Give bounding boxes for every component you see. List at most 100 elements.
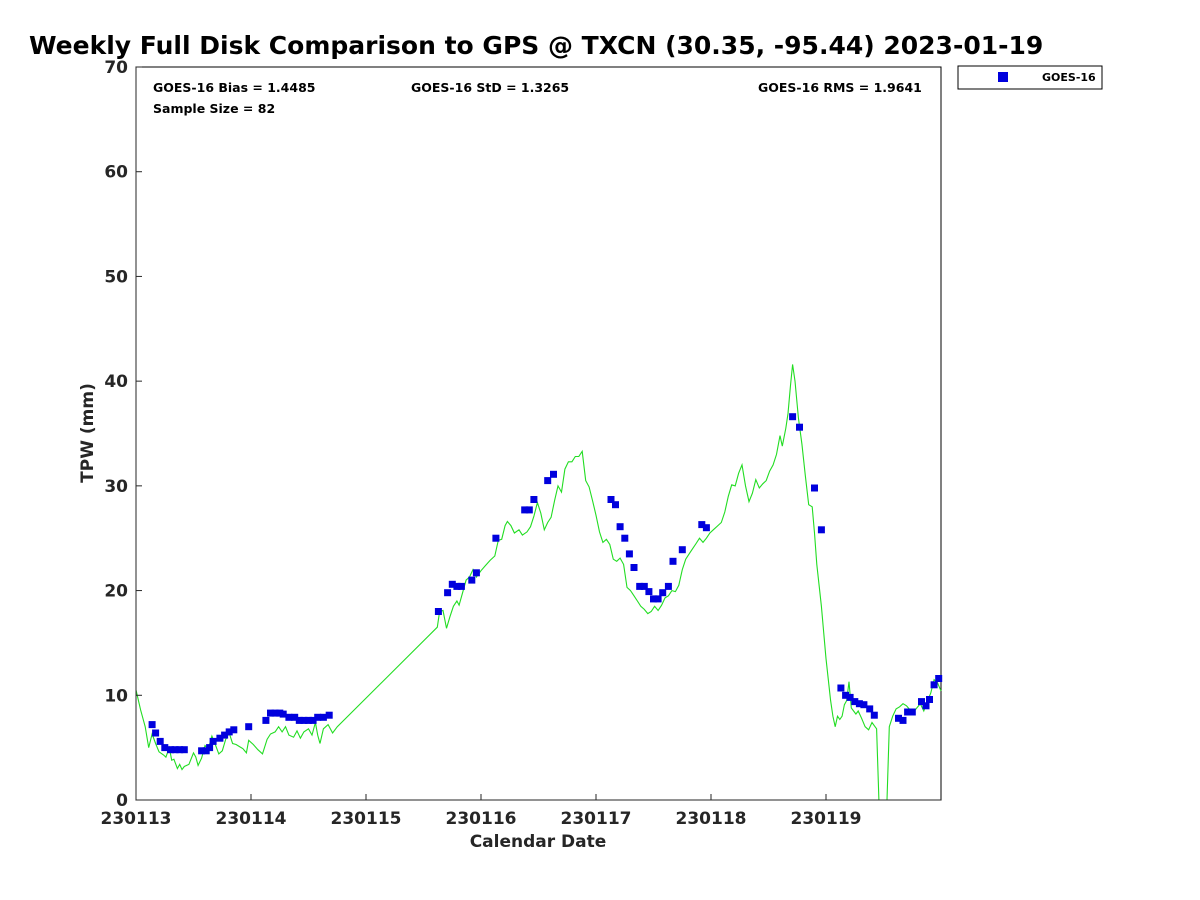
goes-16-point <box>221 731 229 739</box>
legend-box <box>957 65 1103 90</box>
goes-16-point <box>870 711 878 719</box>
goes-16-point <box>176 746 184 754</box>
goes-16-point <box>262 716 270 724</box>
goes-16-point <box>171 746 179 754</box>
goes-16-point <box>444 589 452 597</box>
goes-16-point <box>279 710 287 718</box>
y-axis-label: TPW (mm) <box>78 383 98 483</box>
goes-16-point <box>645 588 653 596</box>
goes-16-point <box>918 698 925 706</box>
x-tick-label: 230113 <box>101 809 172 829</box>
y-tick-label: 20 <box>104 582 128 602</box>
goes-16-point <box>457 582 465 590</box>
goes-16-point <box>837 684 845 692</box>
gps-series <box>135 364 942 801</box>
goes-16-series <box>148 413 943 755</box>
rms-stat: GOES-16 RMS = 1.9641 <box>758 80 922 95</box>
goes-16-point <box>842 691 850 699</box>
goes-16-point <box>152 729 160 737</box>
goes-16-point <box>817 526 825 534</box>
goes-16-point <box>309 716 317 724</box>
goes-16-point <box>492 534 500 542</box>
goes-16-point <box>544 477 552 485</box>
goes-16-point <box>895 714 902 722</box>
goes-16-point <box>230 726 238 734</box>
goes-16-point <box>607 496 615 503</box>
goes-16-point <box>521 506 529 514</box>
goes-16-point <box>550 470 557 478</box>
goes-16-point <box>904 708 912 716</box>
goes-16-point <box>314 713 322 721</box>
goes-16-point <box>654 595 662 603</box>
y-tick-label: 0 <box>116 791 128 811</box>
goes-16-point <box>225 728 233 736</box>
goes-16-point <box>866 705 874 713</box>
goes-16-point <box>846 693 854 701</box>
goes-16-point <box>209 737 217 745</box>
goes-16-point <box>291 713 299 721</box>
goes-16-point <box>180 746 188 754</box>
goes-16-point <box>148 721 156 729</box>
goes-16-point <box>300 716 308 724</box>
goes-16-point <box>325 711 333 719</box>
gps-line <box>135 364 942 801</box>
x-tick-label: 230115 <box>331 809 402 829</box>
goes-16-point <box>156 737 164 745</box>
goes-16-point <box>650 595 657 603</box>
goes-16-point <box>669 557 677 565</box>
goes-16-point <box>448 580 456 588</box>
goes-16-point <box>789 413 797 421</box>
y-tick-label: 10 <box>104 686 128 706</box>
goes-16-point <box>855 700 863 708</box>
goes-16-point <box>167 746 174 754</box>
goes-16-point <box>922 702 930 710</box>
goes-16-point <box>659 589 667 597</box>
goes-16-point <box>271 709 279 717</box>
goes-16-point <box>453 582 461 590</box>
x-tick-label: 230119 <box>791 809 862 829</box>
goes-16-point <box>530 496 538 503</box>
y-tick-label: 50 <box>104 267 128 287</box>
goes-16-point <box>702 524 710 532</box>
y-axis: 0 10 20 30 40 50 60 70 <box>104 58 142 811</box>
std-stat: GOES-16 StD = 1.3265 <box>411 80 569 95</box>
goes-16-point <box>860 701 868 709</box>
y-tick-label: 60 <box>104 163 128 183</box>
goes-16-point <box>625 550 633 558</box>
x-tick-label: 230116 <box>446 809 517 829</box>
goes-16-point <box>319 713 327 721</box>
goes-16-point <box>930 681 938 689</box>
goes-16-point <box>198 747 206 755</box>
x-axis: 230113 230114 230115 230116 230117 230118 2301… <box>101 794 941 829</box>
y-tick-label: 30 <box>104 477 128 497</box>
goes-16-point <box>472 569 480 577</box>
plot-area <box>135 66 943 801</box>
goes-16-point <box>285 713 293 721</box>
legend-marker-goes-16 <box>998 72 1008 82</box>
x-tick-label: 230118 <box>676 809 747 829</box>
sample-size-stat: Sample Size = 82 <box>153 101 275 116</box>
goes-16-point <box>305 716 312 724</box>
goes-16-point <box>434 608 442 615</box>
goes-16-point <box>899 716 907 724</box>
y-tick-label: 40 <box>104 372 128 392</box>
goes-16-point <box>698 521 706 529</box>
goes-16-point <box>525 506 533 514</box>
chart-title: Weekly Full Disk Comparison to GPS @ TXC… <box>29 31 1043 60</box>
x-tick-label: 230117 <box>561 809 632 829</box>
goes-16-point <box>630 564 638 571</box>
goes-16-point <box>851 698 859 706</box>
goes-16-point <box>245 723 253 731</box>
y-tick-label: 70 <box>104 58 128 78</box>
goes-16-point <box>216 734 224 742</box>
goes-16-point <box>678 546 686 554</box>
goes-16-point <box>621 534 629 542</box>
goes-16-point <box>468 576 476 584</box>
x-tick-label: 230114 <box>216 809 287 829</box>
goes-16-point <box>935 675 943 682</box>
legend: GOES-16 <box>957 65 1103 90</box>
goes-16-point <box>664 582 672 590</box>
goes-16-point <box>636 582 644 590</box>
goes-16-point <box>640 582 648 590</box>
